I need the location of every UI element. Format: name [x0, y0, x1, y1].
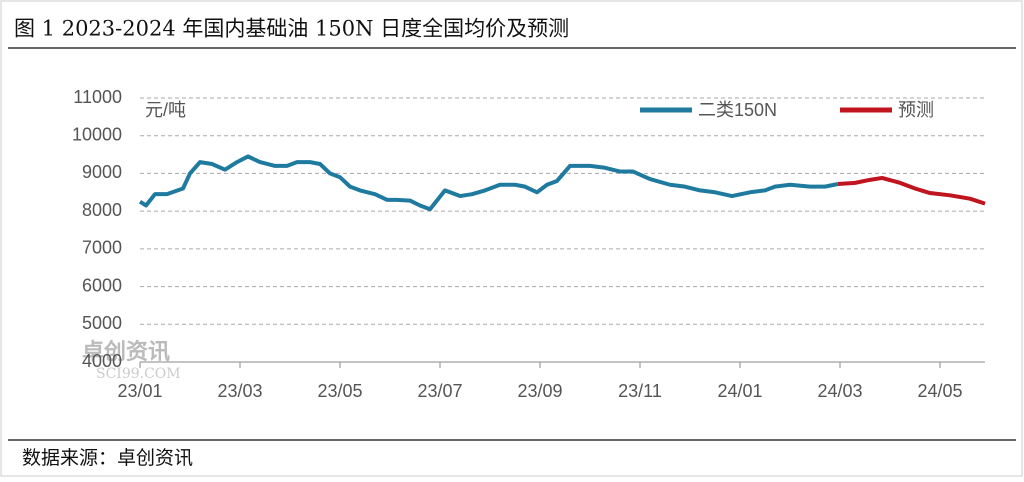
watermark: 卓创资讯	[82, 339, 170, 365]
chart-title: 图 1 2023-2024 年国内基础油 150N 日度全国均价及预测	[14, 17, 569, 41]
y-tick-label: 4000	[82, 351, 122, 371]
x-tick-label: 23/11	[618, 381, 662, 401]
y-unit: 元/吨	[145, 100, 186, 120]
legend-label: 预测	[898, 100, 934, 120]
y-tick-label: 6000	[82, 275, 122, 295]
series-line	[138, 154, 839, 212]
x-tick-label: 23/03	[217, 381, 262, 401]
y-tick-label: 8000	[82, 200, 122, 220]
y-tick-label: 7000	[82, 238, 122, 258]
x-tick-label: 23/05	[317, 381, 362, 401]
y-tick-label: 10000	[72, 124, 122, 144]
x-tick-label: 24/05	[917, 381, 962, 401]
x-tick-label: 24/01	[717, 381, 762, 401]
y-tick-label: 5000	[82, 313, 122, 333]
series-line	[837, 175, 986, 206]
legend-label: 二类150N	[698, 100, 777, 120]
y-tick-label: 11000	[73, 87, 122, 107]
source: 数据来源：卓创资讯	[22, 447, 193, 469]
watermark-site: SCI99.COM	[96, 366, 181, 382]
x-tick-label: 24/03	[817, 381, 862, 401]
y-tick-label: 9000	[82, 162, 122, 182]
x-tick-label: 23/01	[117, 381, 162, 401]
x-tick-label: 23/09	[517, 381, 562, 401]
x-tick-label: 23/07	[417, 381, 462, 401]
